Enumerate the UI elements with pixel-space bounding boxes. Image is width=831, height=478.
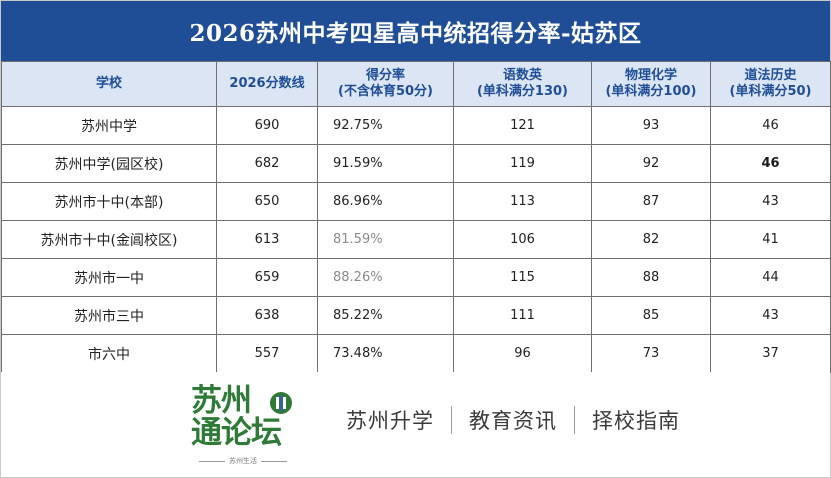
- cell-mh: 43: [710, 182, 831, 221]
- table-row: 苏州市三中 638 85.22% 111 85 43: [1, 296, 831, 335]
- cell-cutoff: 613: [216, 220, 318, 259]
- cell-cutoff: 659: [216, 258, 318, 297]
- cell-cme: 113: [453, 182, 592, 221]
- header-chinese-math-english: 语数英 (单科满分130): [453, 61, 592, 107]
- cell-school: 苏州中学(园区校): [1, 144, 217, 183]
- table-row: 苏州市一中 659 88.26% 115 88 44: [1, 258, 831, 297]
- cell-rate: 88.26%: [317, 258, 454, 297]
- cell-cme: 106: [453, 220, 592, 259]
- cell-cme: 121: [453, 106, 592, 145]
- cell-cutoff: 638: [216, 296, 318, 335]
- cell-cme: 96: [453, 334, 592, 373]
- cell-school: 苏州市一中: [1, 258, 217, 297]
- cell-mh: 46: [710, 106, 831, 145]
- header-school: 学校: [1, 61, 217, 107]
- cell-pc: 73: [591, 334, 711, 373]
- cell-cutoff: 690: [216, 106, 318, 145]
- cell-mh: 43: [710, 296, 831, 335]
- slogan-divider: [451, 406, 452, 434]
- table-row: 市六中 557 73.48% 96 73 37: [1, 334, 831, 373]
- header-physics-chemistry: 物理化学 (单科满分100): [591, 61, 711, 107]
- cell-mh: 46: [710, 144, 831, 183]
- slogan-divider: [574, 406, 575, 434]
- cell-cutoff: 650: [216, 182, 318, 221]
- cell-school: 苏州市十中(金阊校区): [1, 220, 217, 259]
- cell-pc: 85: [591, 296, 711, 335]
- cell-school: 苏州市十中(本部): [1, 182, 217, 221]
- cell-cutoff: 557: [216, 334, 318, 373]
- header-rate: 得分率 (不含体育50分): [317, 61, 454, 107]
- header-morality-history: 道法历史 (单科满分50): [710, 61, 831, 107]
- table-row: 苏州市十中(本部) 650 86.96% 113 87 43: [1, 182, 831, 221]
- slogan-bar: 苏州升学 教育资讯 择校指南: [346, 405, 680, 435]
- cell-cme: 115: [453, 258, 592, 297]
- cell-rate: 86.96%: [317, 182, 454, 221]
- slogan-item: 择校指南: [592, 409, 680, 433]
- logo-text-line1: 苏州: [191, 383, 252, 419]
- page-title: 2026苏州中考四星高中统招得分率-姑苏区: [1, 1, 830, 61]
- cell-cme: 111: [453, 296, 592, 335]
- cell-pc: 88: [591, 258, 711, 297]
- score-table: 学校 2026分数线 得分率 (不含体育50分) 语数英 (单科满分130) 物理化…: [1, 61, 831, 373]
- forum-logo: 苏州 通论坛 苏州生活: [191, 384, 303, 472]
- cell-pc: 82: [591, 220, 711, 259]
- cell-mh: 37: [710, 334, 831, 373]
- cell-school: 苏州市三中: [1, 296, 217, 335]
- cell-rate: 73.48%: [317, 334, 454, 373]
- cell-pc: 87: [591, 182, 711, 221]
- slogan-item: 苏州升学: [346, 409, 434, 433]
- book-mark-icon: [269, 391, 293, 415]
- table-row: 苏州中学 690 92.75% 121 93 46: [1, 106, 831, 145]
- cell-pc: 92: [591, 144, 711, 183]
- header-cutoff: 2026分数线: [216, 61, 318, 107]
- cell-cme: 119: [453, 144, 592, 183]
- footer-banner: 苏州 通论坛 苏州生活 苏州升学 教育资讯 择校指南: [1, 372, 830, 477]
- table-header-row: 学校 2026分数线 得分率 (不含体育50分) 语数英 (单科满分130) 物理化…: [1, 61, 831, 107]
- table-row: 苏州市十中(金阊校区) 613 81.59% 106 82 41: [1, 220, 831, 259]
- table-row: 苏州中学(园区校) 682 91.59% 119 92 46: [1, 144, 831, 183]
- cell-mh: 44: [710, 258, 831, 297]
- cell-rate: 81.59%: [317, 220, 454, 259]
- cell-cutoff: 682: [216, 144, 318, 183]
- cell-rate: 85.22%: [317, 296, 454, 335]
- cell-pc: 93: [591, 106, 711, 145]
- slogan-item: 教育资讯: [469, 409, 557, 433]
- cell-school: 苏州中学: [1, 106, 217, 145]
- logo-tagline: 苏州生活: [191, 456, 295, 466]
- cell-rate: 92.75%: [317, 106, 454, 145]
- cell-school: 市六中: [1, 334, 217, 373]
- logo-text-line2: 通论坛: [191, 415, 282, 451]
- cell-rate: 91.59%: [317, 144, 454, 183]
- cell-mh: 41: [710, 220, 831, 259]
